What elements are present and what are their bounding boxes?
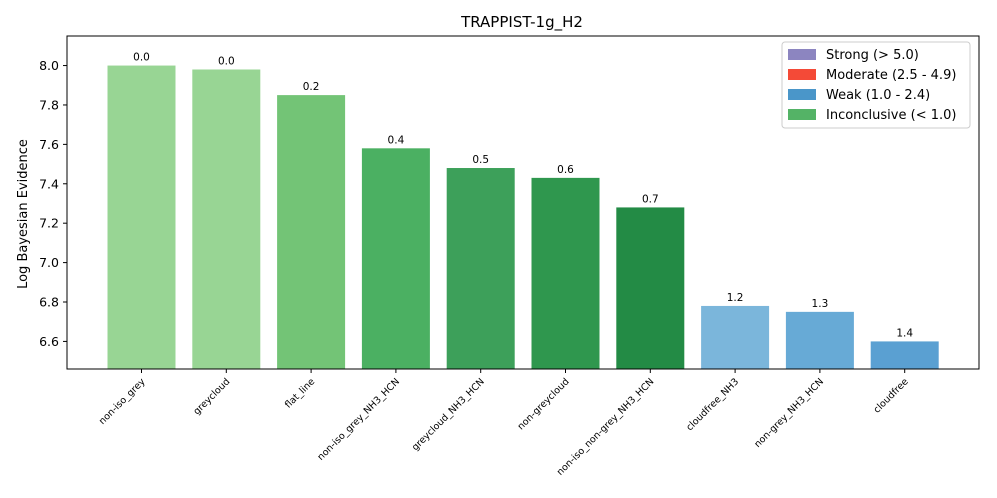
plot-frame — [66, 35, 980, 370]
bar-greycloud — [192, 69, 261, 369]
bar-value-label: 0.4 — [388, 134, 405, 146]
x-tick-label: cloudfree_NH3 — [684, 376, 741, 433]
x-tick-label: non-iso_grey — [97, 376, 148, 427]
bar-cloudfree_NH3 — [701, 305, 770, 369]
bar-value-label: 1.4 — [896, 327, 913, 339]
y-tick-label: 6.8 — [39, 295, 59, 310]
y-axis-label: Log Bayesian Evidence — [16, 139, 31, 289]
y-tick-label: 7.6 — [39, 137, 59, 152]
y-tick-label: 7.0 — [39, 255, 59, 270]
legend-swatch — [788, 69, 816, 80]
bar-non-grey_NH3_HCN — [785, 311, 854, 369]
x-tick-label: cloudfree — [872, 376, 911, 415]
legend-swatch — [788, 109, 816, 120]
x-tick-label: non-grey_NH3_HCN — [752, 376, 826, 450]
bar-non-greycloud — [531, 177, 600, 369]
y-tick-label: 7.2 — [39, 216, 59, 231]
legend: Strong (> 5.0) Moderate (2.5 - 4.9) Weak (… — [781, 41, 971, 129]
bar-value-label: 0.0 — [133, 52, 150, 64]
bar-value-label: 0.7 — [642, 193, 659, 205]
y-tick-label: 7.8 — [39, 97, 59, 112]
bar-flat_line — [277, 95, 346, 369]
bar-value-label: 1.2 — [727, 292, 744, 304]
bar-value-label: 1.3 — [812, 298, 829, 310]
y-tick-label: 7.4 — [39, 176, 59, 191]
x-tick-label: non-greycloud — [516, 376, 572, 432]
x-tick-label: greycloud_NH3_HCN — [410, 376, 487, 453]
x-tick-label: greycloud — [191, 376, 232, 417]
bar-value-label: 0.5 — [472, 154, 489, 166]
bar-value-label: 0.0 — [218, 55, 235, 67]
bars-group: 0.0 0.0 0.2 0.4 0.5 0.6 0.7 1.2 1.3 1.4 — [107, 52, 939, 369]
x-tick-label: non-iso_non-grey_NH3_HCN — [555, 376, 657, 478]
bar-greycloud_NH3_HCN — [446, 168, 515, 369]
bar-cloudfree — [870, 341, 939, 369]
legend-label: Weak (1.0 - 2.4) — [826, 88, 930, 103]
legend-label: Inconclusive (< 1.0) — [826, 108, 956, 123]
chart-title: TRAPPIST-1g_H2 — [460, 13, 583, 32]
x-tick-label: non-iso_grey_NH3_HCN — [316, 376, 402, 462]
legend-box — [781, 41, 971, 129]
legend-swatch — [788, 49, 816, 60]
legend-label: Moderate (2.5 - 4.9) — [826, 68, 956, 83]
bar-non-iso_grey — [107, 65, 176, 369]
bar-value-label: 0.2 — [303, 81, 320, 93]
x-tick-label: flat_line — [283, 376, 317, 410]
legend-swatch — [788, 89, 816, 100]
bar-value-label: 0.6 — [557, 164, 574, 176]
bar-non-iso_non-grey_NH3_HCN — [616, 207, 685, 369]
bar-non-iso_grey_NH3_HCN — [361, 148, 430, 369]
y-tick-label: 8.0 — [39, 58, 59, 73]
y-tick-label: 6.6 — [39, 334, 59, 349]
legend-label: Strong (> 5.0) — [826, 48, 919, 63]
